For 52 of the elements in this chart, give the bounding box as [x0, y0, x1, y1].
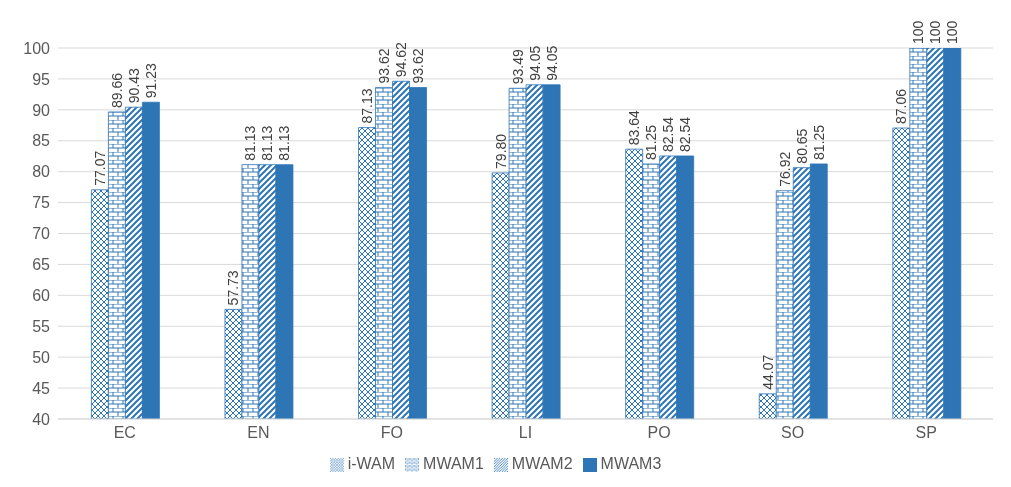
data-label: 90.43 [125, 67, 142, 104]
data-label: 44.07 [759, 354, 776, 390]
data-label: 91.23 [142, 62, 159, 99]
y-tick-label: 95 [32, 70, 51, 88]
data-label: 87.06 [893, 88, 910, 125]
legend-label: MWAM2 [511, 455, 573, 472]
data-label: 100 [944, 20, 961, 44]
data-label: 89.66 [108, 72, 125, 108]
x-tick-label: SP [915, 424, 937, 442]
data-label: 57.73 [225, 270, 242, 306]
legend-label: MWAM3 [600, 455, 662, 472]
x-tick-label: EN [247, 424, 270, 442]
data-label: 100 [927, 20, 944, 44]
y-tick-label: 50 [32, 348, 51, 366]
y-tick-label: 90 [32, 101, 51, 119]
x-tick-label: PO [647, 424, 671, 442]
data-label: 94.62 [393, 42, 410, 78]
data-label: 94.05 [526, 45, 543, 81]
data-label: 93.62 [410, 48, 427, 84]
x-tick-label: LI [518, 424, 533, 442]
data-label: 93.62 [376, 48, 393, 84]
data-label: 94.05 [543, 45, 560, 81]
data-label: 81.25 [810, 124, 827, 160]
y-tick-label: 60 [32, 287, 51, 305]
data-label: 80.65 [793, 128, 810, 164]
x-tick-label: FO [380, 424, 404, 442]
legend-label: MWAM1 [423, 455, 484, 472]
y-tick-label: 55 [32, 317, 51, 335]
data-label: 79.80 [492, 133, 509, 169]
data-label: 81.25 [643, 124, 660, 160]
data-label: 81.13 [276, 125, 293, 161]
y-tick-label: 65 [32, 256, 51, 274]
data-label: 81.13 [259, 125, 276, 161]
data-label: 87.13 [359, 88, 376, 124]
y-tick-label: 45 [32, 379, 51, 397]
data-label: 76.92 [776, 151, 793, 187]
y-tick-label: 85 [32, 132, 51, 150]
data-label: 82.54 [660, 116, 677, 152]
y-tick-label: 75 [32, 194, 51, 212]
data-label: 77.07 [91, 150, 108, 186]
y-tick-label: 70 [32, 225, 51, 243]
data-label: 83.64 [626, 109, 643, 146]
x-tick-label: SO [781, 424, 805, 442]
x-tick-label: EC [113, 424, 136, 442]
y-tick-label: 40 [32, 410, 51, 428]
y-tick-label: 80 [32, 163, 51, 181]
y-tick-label: 100 [23, 39, 51, 57]
data-label: 93.49 [509, 49, 526, 85]
data-label: 100 [910, 20, 927, 44]
data-label: 82.54 [677, 116, 694, 152]
legend-label: i-WAM [347, 455, 396, 472]
data-label: 81.13 [242, 125, 259, 161]
